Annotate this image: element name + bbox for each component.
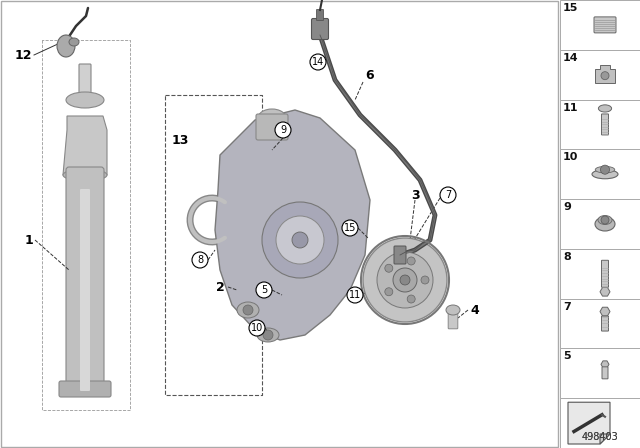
Text: 15: 15 <box>344 223 356 233</box>
Circle shape <box>393 268 417 292</box>
Polygon shape <box>63 116 107 175</box>
Text: 8: 8 <box>563 252 571 262</box>
Circle shape <box>385 288 393 296</box>
Polygon shape <box>215 110 370 340</box>
Polygon shape <box>600 307 610 316</box>
Text: 10: 10 <box>563 152 579 162</box>
Circle shape <box>249 320 265 336</box>
Text: 14: 14 <box>312 57 324 67</box>
Ellipse shape <box>66 92 104 108</box>
Text: 4: 4 <box>470 303 479 316</box>
Circle shape <box>601 72 609 80</box>
Text: 10: 10 <box>251 323 263 333</box>
Circle shape <box>342 220 358 236</box>
Ellipse shape <box>598 215 612 224</box>
Text: 14: 14 <box>563 53 579 63</box>
Text: 2: 2 <box>216 280 225 293</box>
FancyBboxPatch shape <box>560 349 640 398</box>
Circle shape <box>292 232 308 248</box>
Text: 12: 12 <box>15 48 32 61</box>
FancyBboxPatch shape <box>602 367 608 379</box>
FancyBboxPatch shape <box>560 199 640 249</box>
Text: 5: 5 <box>563 351 571 362</box>
Circle shape <box>262 202 338 278</box>
Ellipse shape <box>69 38 79 46</box>
Text: 8: 8 <box>197 255 203 265</box>
Circle shape <box>263 330 273 340</box>
Text: 9: 9 <box>280 125 286 135</box>
Polygon shape <box>595 65 615 83</box>
Text: 11: 11 <box>349 290 361 300</box>
Text: 1: 1 <box>25 233 34 246</box>
FancyBboxPatch shape <box>66 167 104 393</box>
FancyBboxPatch shape <box>448 307 458 329</box>
FancyBboxPatch shape <box>59 381 111 397</box>
Circle shape <box>275 122 291 138</box>
FancyBboxPatch shape <box>602 260 609 287</box>
Circle shape <box>407 295 415 303</box>
Circle shape <box>363 238 447 322</box>
Circle shape <box>600 165 609 174</box>
FancyBboxPatch shape <box>560 249 640 299</box>
Text: 9: 9 <box>563 202 571 212</box>
Polygon shape <box>600 288 610 296</box>
Ellipse shape <box>598 105 612 112</box>
Text: 6: 6 <box>365 69 374 82</box>
Ellipse shape <box>595 217 615 231</box>
Text: 7: 7 <box>445 190 451 200</box>
FancyBboxPatch shape <box>560 50 640 99</box>
FancyBboxPatch shape <box>560 99 640 149</box>
FancyBboxPatch shape <box>317 9 323 21</box>
Ellipse shape <box>595 166 615 173</box>
Circle shape <box>377 252 433 308</box>
Circle shape <box>601 216 609 224</box>
Ellipse shape <box>63 169 107 181</box>
Ellipse shape <box>57 35 75 57</box>
FancyBboxPatch shape <box>312 18 328 39</box>
FancyBboxPatch shape <box>594 17 616 33</box>
Circle shape <box>256 282 272 298</box>
Text: 498403: 498403 <box>582 432 618 442</box>
Circle shape <box>276 216 324 264</box>
FancyBboxPatch shape <box>560 299 640 349</box>
Polygon shape <box>568 402 610 444</box>
FancyBboxPatch shape <box>1 1 558 447</box>
Circle shape <box>310 54 326 70</box>
FancyBboxPatch shape <box>560 398 640 448</box>
Circle shape <box>407 257 415 265</box>
Text: 13: 13 <box>172 134 189 146</box>
FancyBboxPatch shape <box>79 64 91 101</box>
Circle shape <box>243 305 253 315</box>
Circle shape <box>440 187 456 203</box>
FancyBboxPatch shape <box>394 246 406 264</box>
Text: 7: 7 <box>563 302 571 312</box>
FancyBboxPatch shape <box>256 114 288 140</box>
Circle shape <box>192 252 208 268</box>
Ellipse shape <box>257 328 279 342</box>
Circle shape <box>400 275 410 285</box>
Ellipse shape <box>592 170 618 179</box>
Text: 15: 15 <box>563 3 579 13</box>
Ellipse shape <box>237 302 259 318</box>
Text: 5: 5 <box>261 285 267 295</box>
Text: 11: 11 <box>563 103 579 112</box>
FancyBboxPatch shape <box>560 149 640 199</box>
FancyBboxPatch shape <box>602 316 609 331</box>
FancyBboxPatch shape <box>560 0 640 50</box>
FancyBboxPatch shape <box>602 114 609 135</box>
Polygon shape <box>601 361 609 368</box>
Ellipse shape <box>446 305 460 315</box>
Circle shape <box>347 287 363 303</box>
Text: 498403: 498403 <box>582 432 618 442</box>
FancyBboxPatch shape <box>80 189 90 391</box>
Text: 3: 3 <box>411 189 419 202</box>
Circle shape <box>385 264 393 272</box>
Ellipse shape <box>258 109 286 127</box>
Polygon shape <box>600 434 610 444</box>
Circle shape <box>421 276 429 284</box>
